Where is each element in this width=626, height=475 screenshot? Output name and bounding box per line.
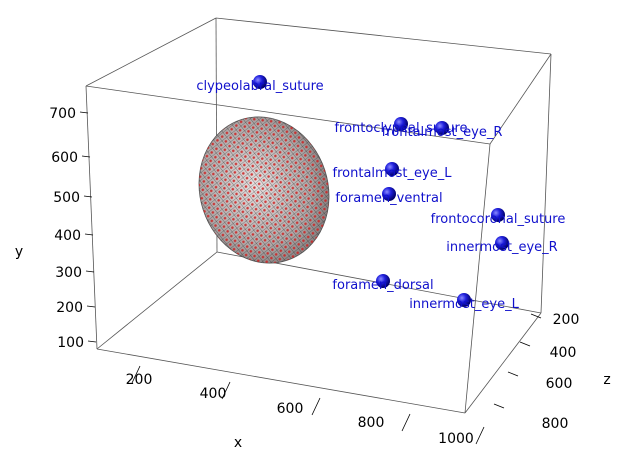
landmark-sphere xyxy=(394,117,408,131)
mesh-texture xyxy=(198,116,330,264)
landmark-label: frontalmost_eye_L xyxy=(333,166,453,181)
landmark-sphere xyxy=(253,75,267,89)
y-tick-label: 100 xyxy=(57,335,84,351)
landmark-frontalmost-eye-L: frontalmost_eye_L xyxy=(333,162,453,181)
y-tick-label: 200 xyxy=(56,300,83,316)
y-tick-mark xyxy=(84,233,94,236)
landmark-foramen-dorsal: foramen_dorsal xyxy=(332,274,434,293)
specimen-mesh xyxy=(198,116,330,264)
y-tick-mark xyxy=(81,155,91,158)
x-tick-label: 200 xyxy=(126,372,153,388)
landmark-frontocoronal-suture: frontocoronal_suture xyxy=(431,208,566,227)
landmark-frontoclypeal-suture: frontoclypeal_suture xyxy=(334,117,468,136)
landmark-label: foramen_ventral xyxy=(335,191,442,206)
x-axis-label: x xyxy=(234,435,242,451)
landmark-innermost-eye-R: innermost_eye_R xyxy=(446,236,558,255)
landmark-label: frontoclypeal_suture xyxy=(334,121,467,136)
landmark-sphere xyxy=(376,274,390,288)
landmark-label: innermost_eye_R xyxy=(446,240,557,255)
y-tick-mark xyxy=(83,195,93,198)
y-tick-mark xyxy=(86,305,96,308)
y-tick-label: 700 xyxy=(49,106,76,122)
z-tick-label: 200 xyxy=(553,312,580,328)
box-bottom-left-depth xyxy=(96,251,218,350)
z-axis: 200 400 600 800 xyxy=(493,312,580,432)
y-tick-label: 300 xyxy=(55,265,82,281)
box-back-top-edge xyxy=(215,17,552,55)
landmark-label: frontocoronal_suture xyxy=(431,212,566,227)
landmark-sphere xyxy=(495,236,509,250)
x-tick-mark xyxy=(221,381,231,400)
x-tick-mark xyxy=(401,413,411,432)
landmark-points: clypeolabral_suturefrontoclypeal_suturef… xyxy=(196,75,565,312)
box-bottom-right-depth xyxy=(464,312,542,414)
z-tick-mark xyxy=(530,313,542,319)
box-top-right-depth xyxy=(489,53,552,145)
landmark-innermost-eye-L: innermost_eye_L xyxy=(409,293,520,312)
y-tick-mark xyxy=(85,270,95,273)
y-tick-label: 600 xyxy=(51,150,78,166)
z-axis-label: z xyxy=(603,372,610,388)
box-front-right-edge xyxy=(464,143,491,414)
landmark-label: foramen_dorsal xyxy=(332,278,433,293)
landmark-frontalmost-eye-R: frontalmost_eye_R xyxy=(382,121,503,140)
y-axis: 100 200 300 400 500 600 700 xyxy=(49,106,97,351)
x-tick-mark xyxy=(131,365,141,384)
landmark-sphere xyxy=(382,187,396,201)
landmark-sphere xyxy=(491,208,505,222)
box-front-left-edge xyxy=(85,85,98,350)
landmark-clypeolabral-suture: clypeolabral_suture xyxy=(196,75,324,94)
x-tick-label: 800 xyxy=(358,415,385,431)
x-tick-label: 1000 xyxy=(438,431,474,447)
z-tick-mark xyxy=(493,403,505,409)
x-tick-mark xyxy=(475,426,485,445)
y-tick-label: 500 xyxy=(53,190,80,206)
x-tick-label: 400 xyxy=(200,386,227,402)
y-tick-mark xyxy=(79,111,89,114)
landmark-label: clypeolabral_suture xyxy=(196,79,323,94)
x-axis: 200 400 600 800 1000 xyxy=(126,365,485,447)
x-tick-label: 600 xyxy=(277,401,304,417)
z-tick-mark xyxy=(507,371,519,377)
z-tick-label: 600 xyxy=(546,376,573,392)
x-tick-mark xyxy=(311,397,321,416)
landmark-sphere xyxy=(435,121,449,135)
z-tick-label: 400 xyxy=(550,345,577,361)
y-tick-mark xyxy=(87,340,97,343)
landmark-label: frontalmost_eye_R xyxy=(382,125,503,140)
box-front-top-edge xyxy=(85,85,491,145)
landmark-sphere xyxy=(457,293,471,307)
z-tick-mark xyxy=(519,341,531,347)
y-tick-label: 400 xyxy=(54,228,81,244)
y-axis-label: y xyxy=(15,244,23,260)
landmark-label: innermost_eye_L xyxy=(409,297,519,312)
landmark-foramen-ventral: foramen_ventral xyxy=(335,187,443,206)
z-tick-label: 800 xyxy=(542,416,569,432)
box-front-bottom-edge xyxy=(96,348,466,414)
box-top-left-depth xyxy=(85,17,217,87)
landmark-sphere xyxy=(385,162,399,176)
box-back-right-edge xyxy=(540,53,552,314)
